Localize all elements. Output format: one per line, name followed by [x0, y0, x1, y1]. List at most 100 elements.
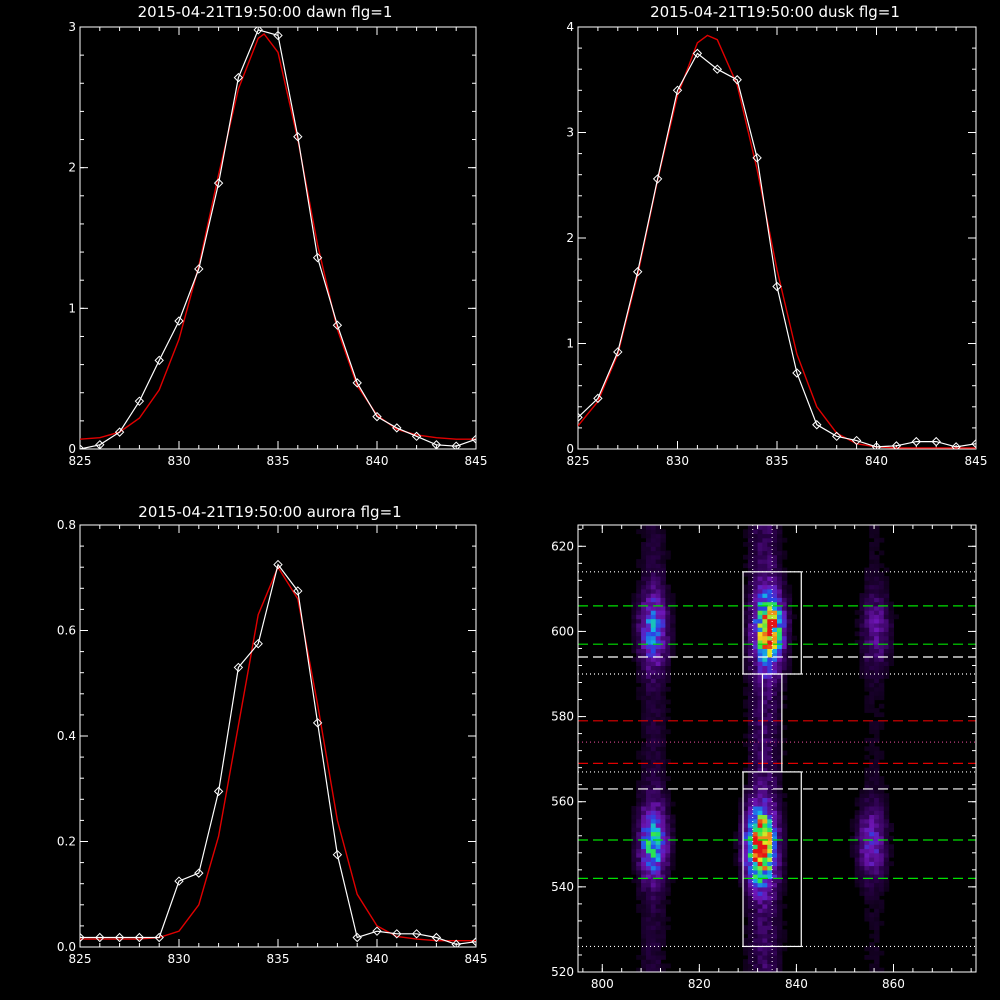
- heatmap-cell: [757, 605, 763, 611]
- heatmap-cell: [772, 840, 778, 845]
- heatmap-cell: [883, 818, 890, 824]
- heatmap-cell: [655, 848, 662, 854]
- heatmap-cell: [747, 835, 754, 841]
- heatmap-cell: [878, 691, 885, 696]
- heatmap-cell: [767, 703, 773, 709]
- heatmap-cell: [786, 627, 793, 632]
- heatmap-cell: [650, 597, 657, 603]
- heatmap-cell: [883, 639, 890, 645]
- heatmap-cell: [660, 788, 666, 794]
- heatmap-cell: [650, 703, 657, 709]
- heatmap-cell: [874, 886, 880, 892]
- heatmap-cell: [878, 682, 885, 688]
- heatmap-cell: [660, 737, 666, 743]
- heatmap-cell: [772, 899, 778, 905]
- heatmap-cell: [650, 584, 657, 590]
- heatmap-cell: [660, 533, 666, 539]
- data-point-marker: [372, 411, 382, 422]
- heatmap-cell: [747, 801, 754, 807]
- heatmap-cell: [636, 584, 642, 590]
- heatmap-cell: [641, 869, 647, 875]
- heatmap-cell: [878, 882, 885, 888]
- heatmap-cell: [757, 691, 763, 696]
- heatmap-cell: [874, 533, 880, 539]
- heatmap-cell: [767, 733, 773, 739]
- heatmap-cell: [655, 661, 662, 666]
- heatmap-cell: [743, 929, 749, 935]
- heatmap-cell: [762, 967, 768, 972]
- heatmap-cell: [646, 916, 652, 922]
- heatmap-cell: [757, 563, 763, 569]
- data-point-marker: [871, 442, 882, 449]
- heatmap-cell: [869, 682, 875, 688]
- heatmap-cell: [660, 746, 666, 752]
- heatmap-cell: [777, 852, 783, 858]
- heatmap-cell: [641, 959, 647, 964]
- heatmap-cell: [878, 580, 885, 586]
- heatmap-cell: [878, 686, 885, 692]
- heatmap-cell: [864, 818, 870, 824]
- heatmap-cell: [777, 771, 783, 777]
- heatmap-cell: [874, 950, 880, 956]
- heatmap-cell: [636, 784, 642, 790]
- heatmap-cell: [650, 678, 657, 684]
- heatmap-cell: [743, 563, 749, 569]
- heatmap-cell: [781, 886, 788, 892]
- heatmap-cell: [665, 878, 671, 884]
- heatmap-cell: [655, 929, 662, 935]
- heatmap-cell: [869, 776, 875, 781]
- heatmap-cell: [777, 546, 783, 552]
- heatmap-cell: [767, 584, 773, 590]
- heatmap-cell: [772, 567, 778, 573]
- heatmap-cell: [874, 614, 880, 620]
- heatmap-cell: [738, 852, 744, 858]
- heatmap-cell: [762, 878, 768, 884]
- heatmap-cell: [859, 882, 865, 888]
- heatmap-cell: [874, 605, 880, 611]
- heatmap-cell: [655, 891, 662, 896]
- heatmap-cell: [878, 610, 885, 615]
- heatmap-cell: [869, 639, 875, 645]
- heatmap-cell: [636, 597, 642, 603]
- heatmap-cell: [869, 525, 875, 530]
- heatmap-cell: [660, 559, 666, 564]
- heatmap-cell: [757, 639, 763, 645]
- heatmap-cell: [655, 835, 662, 841]
- heatmap-cell: [767, 729, 773, 735]
- heatmap-cell: [636, 559, 642, 564]
- fit-curve: [578, 34, 976, 449]
- heatmap-cell: [757, 537, 763, 543]
- heatmap-cell: [762, 797, 768, 803]
- heatmap-cell: [655, 946, 662, 952]
- heatmap-cell: [646, 882, 652, 888]
- heatmap-cell: [660, 580, 666, 586]
- heatmap-cell: [781, 814, 788, 820]
- heatmap-cell: [646, 754, 652, 760]
- heatmap-cell: [777, 810, 783, 815]
- heatmap-cell: [650, 801, 657, 807]
- heatmap-cell: [777, 533, 783, 539]
- heatmap-cell: [767, 563, 773, 569]
- heatmap-cell: [869, 529, 875, 535]
- heatmap-cell: [869, 797, 875, 803]
- heatmap-cell: [772, 695, 778, 701]
- heatmap-cell: [883, 797, 890, 803]
- heatmap-cell: [883, 635, 890, 641]
- heatmap-cell: [646, 929, 652, 935]
- heatmap-cell: [864, 661, 870, 666]
- heatmap-cell: [747, 525, 754, 530]
- heatmap-cell: [777, 882, 783, 888]
- heatmap-cell: [646, 886, 652, 892]
- heatmap-cell: [743, 533, 749, 539]
- heatmap-cell: [650, 699, 657, 705]
- heatmap-cell: [743, 912, 749, 918]
- heatmap-cell: [869, 823, 875, 828]
- heatmap-cell: [655, 865, 662, 871]
- heatmap-cell: [747, 916, 754, 922]
- data-point-marker: [712, 64, 723, 74]
- heatmap-cell: [641, 797, 647, 803]
- heatmap-cell: [864, 861, 870, 867]
- heatmap-cell: [641, 618, 647, 624]
- heatmap-cell: [777, 584, 783, 590]
- y-tick-label: 520: [551, 965, 574, 979]
